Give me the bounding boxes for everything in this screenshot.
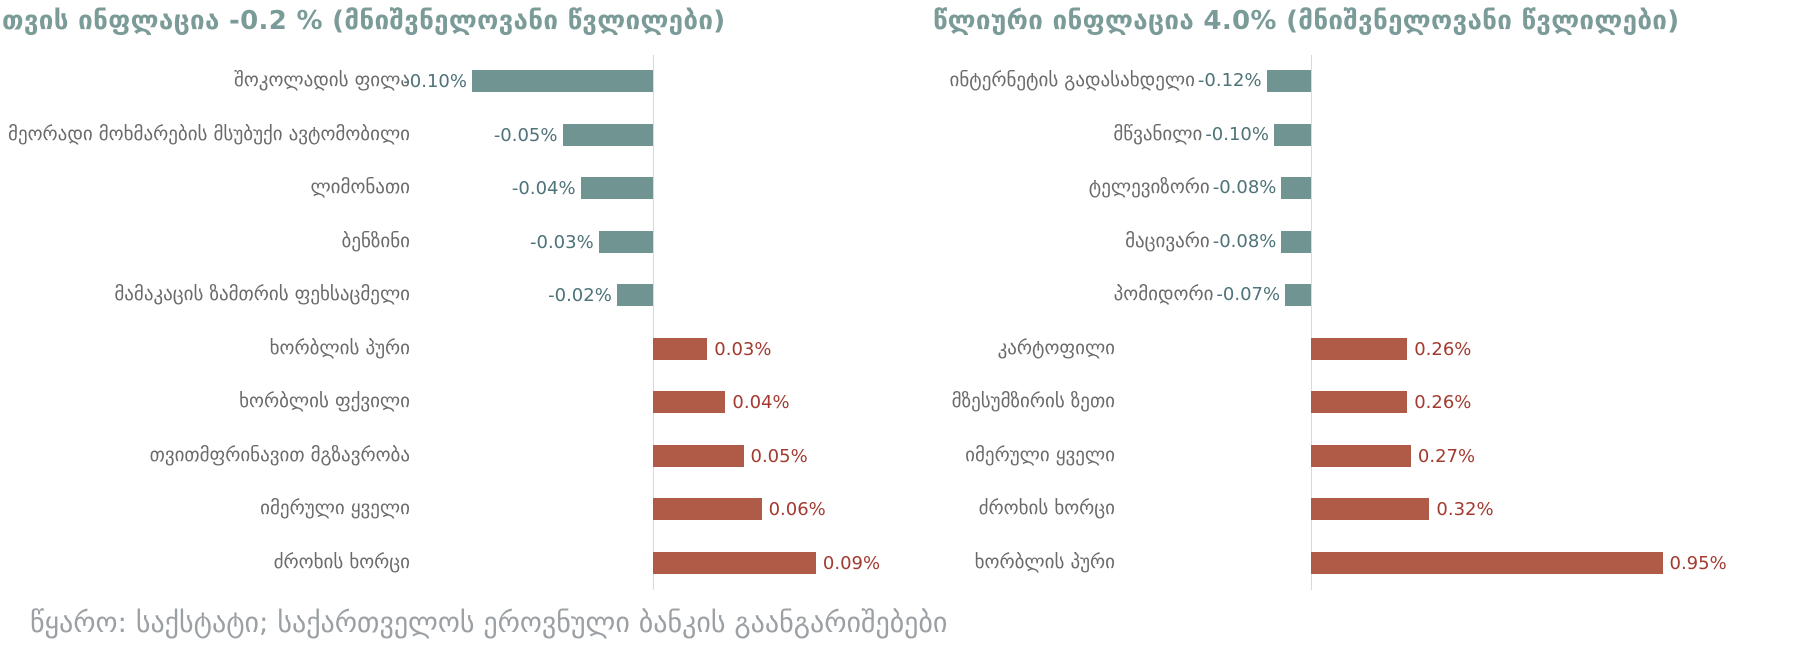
monthly-inflation-title: თვის ინფლაცია -0.2 % (მნიშვნელოვანი წვლი…	[2, 6, 726, 36]
value-label: 0.26%	[1414, 338, 1472, 360]
category-label: ხორბლის ფქვილი	[239, 390, 410, 412]
bar-row: თვითმფრინავით მგზავრობა 0.05%	[0, 430, 880, 483]
value-label: -0.08%	[1212, 177, 1277, 198]
contribution-bar	[653, 337, 708, 360]
value-label: -0.12%	[1197, 70, 1262, 91]
bar-row: ძროხის ხორცი 0.32%	[900, 483, 1820, 536]
category-label: ხორბლის პური	[269, 336, 410, 359]
value-label: -0.02%	[548, 285, 612, 306]
value-label: 0.03%	[714, 338, 772, 360]
value-label: -0.03%	[530, 231, 594, 253]
bar-row: კარტოფილი 0.26%	[900, 323, 1820, 376]
contribution-bar	[1285, 284, 1311, 306]
contribution-bar	[616, 284, 653, 306]
monthly-inflation-chart: შოკოლადის ფილა -0.10% მეორადი მოხმარების მ…	[0, 55, 880, 590]
bar-row: ხორბლის ფქვილი 0.04%	[0, 376, 880, 429]
bar-row: ინტერნეტის გადასახდელი -0.12%	[900, 55, 1820, 108]
bar-row: ხორბლის პური 0.95%	[900, 537, 1820, 590]
value-label: 0.06%	[768, 499, 826, 520]
contribution-bar	[1311, 391, 1408, 413]
contribution-bar	[653, 498, 762, 520]
bar-row: იმერული ყველი 0.27%	[900, 430, 1820, 483]
category-label: კარტოფილი	[997, 336, 1115, 359]
label-cluster: მწვანილი -0.10%	[1113, 123, 1269, 145]
value-label: 0.27%	[1417, 445, 1476, 467]
contribution-bar	[562, 123, 653, 146]
bar-row: ბენზინი -0.03%	[0, 216, 880, 269]
category-label: მზესუმზირის ზეთი	[951, 390, 1115, 412]
contribution-bar	[1281, 230, 1311, 253]
bar-row: მზესუმზირის ზეთი 0.26%	[900, 376, 1820, 429]
category-label: თვითმფრინავით მგზავრობა	[149, 443, 410, 466]
bar-row: ძროხის ხორცი 0.09%	[0, 537, 880, 590]
label-cluster: პომიდორი -0.07%	[1114, 283, 1280, 305]
value-label: -0.10%	[403, 71, 467, 92]
value-label: 0.05%	[750, 445, 808, 467]
value-label: -0.05%	[493, 124, 558, 146]
bar-row: პომიდორი -0.07%	[900, 269, 1820, 322]
annual-inflation-title: წლიური ინფლაცია 4.0% (მნიშვნელოვანი წვლი…	[933, 6, 1680, 36]
category-label: იმერული ყველი	[260, 497, 410, 519]
category-label: ტელევიზორი	[1088, 176, 1210, 198]
bar-row: მაცივარი -0.08%	[900, 216, 1820, 269]
bar-row: იმერული ყველი 0.06%	[0, 483, 880, 536]
value-label: 0.04%	[732, 392, 790, 413]
category-label: ხორბლის პური	[974, 550, 1115, 573]
category-label: მწვანილი	[1113, 122, 1203, 145]
category-label: ბენზინი	[341, 229, 410, 252]
contribution-bar	[653, 444, 744, 467]
label-cluster: მაცივარი -0.08%	[1125, 230, 1276, 252]
value-label: 0.95%	[1669, 552, 1727, 574]
bar-row: მწვანილი -0.10%	[900, 109, 1820, 162]
value-label: 0.32%	[1436, 499, 1494, 520]
annual-inflation-chart: ინტერნეტის გადასახდელი -0.12% მწვანილი -0.1…	[900, 55, 1820, 590]
category-label: იმერული ყველი	[965, 443, 1115, 466]
value-label: 0.26%	[1414, 392, 1472, 413]
contribution-bar	[1266, 70, 1311, 92]
category-label: მაცივარი	[1125, 229, 1210, 252]
category-label: პომიდორი	[1113, 283, 1214, 305]
contribution-bar	[1274, 123, 1311, 146]
bar-row: მეორადი მოხმარების მსუბუქი ავტომობილი -0.…	[0, 109, 880, 162]
value-label: 0.09%	[822, 552, 881, 574]
value-label: -0.07%	[1216, 284, 1281, 305]
bar-row: ტელევიზორი -0.08%	[900, 162, 1820, 215]
contribution-bar	[1281, 177, 1311, 199]
zero-axis-line	[1311, 55, 1312, 590]
source-note: წყარო: საქსტატი; საქართველოს ეროვნული ბა…	[30, 606, 948, 639]
contribution-bar	[580, 177, 653, 199]
value-label: -0.04%	[511, 178, 576, 199]
label-cluster: ინტერნეტის გადასახდელი -0.12%	[950, 69, 1262, 91]
category-label: მამაკაცის ზამთრის ფეხსაცმელი	[114, 283, 410, 305]
bar-row: მამაკაცის ზამთრის ფეხსაცმელი -0.02%	[0, 269, 880, 322]
contribution-bar	[653, 551, 816, 574]
category-label: ინტერნეტის გადასახდელი	[949, 69, 1195, 91]
zero-axis-line	[653, 55, 654, 590]
category-label: მეორადი მოხმარების მსუბუქი ავტომობილი	[8, 122, 410, 145]
contribution-bar	[653, 391, 726, 413]
contribution-bar	[598, 230, 653, 253]
value-label: -0.10%	[1205, 123, 1269, 145]
category-label: ლიმონათი	[310, 176, 410, 198]
contribution-bar	[1311, 551, 1663, 574]
contribution-bar	[1311, 498, 1430, 520]
contribution-bar	[472, 70, 653, 92]
bar-row: ლიმონათი -0.04%	[0, 162, 880, 215]
category-label: ძროხის ხორცი	[978, 497, 1115, 519]
bar-row: შოკოლადის ფილა -0.10%	[0, 55, 880, 108]
value-label: -0.08%	[1212, 230, 1277, 252]
category-label: ძროხის ხორცი	[273, 550, 410, 573]
contribution-bar	[1311, 337, 1408, 360]
bar-row: ხორბლის პური 0.03%	[0, 323, 880, 376]
category-label: შოკოლადის ფილა	[233, 69, 410, 91]
contribution-bar	[1311, 444, 1411, 467]
label-cluster: ტელევიზორი -0.08%	[1089, 176, 1277, 198]
